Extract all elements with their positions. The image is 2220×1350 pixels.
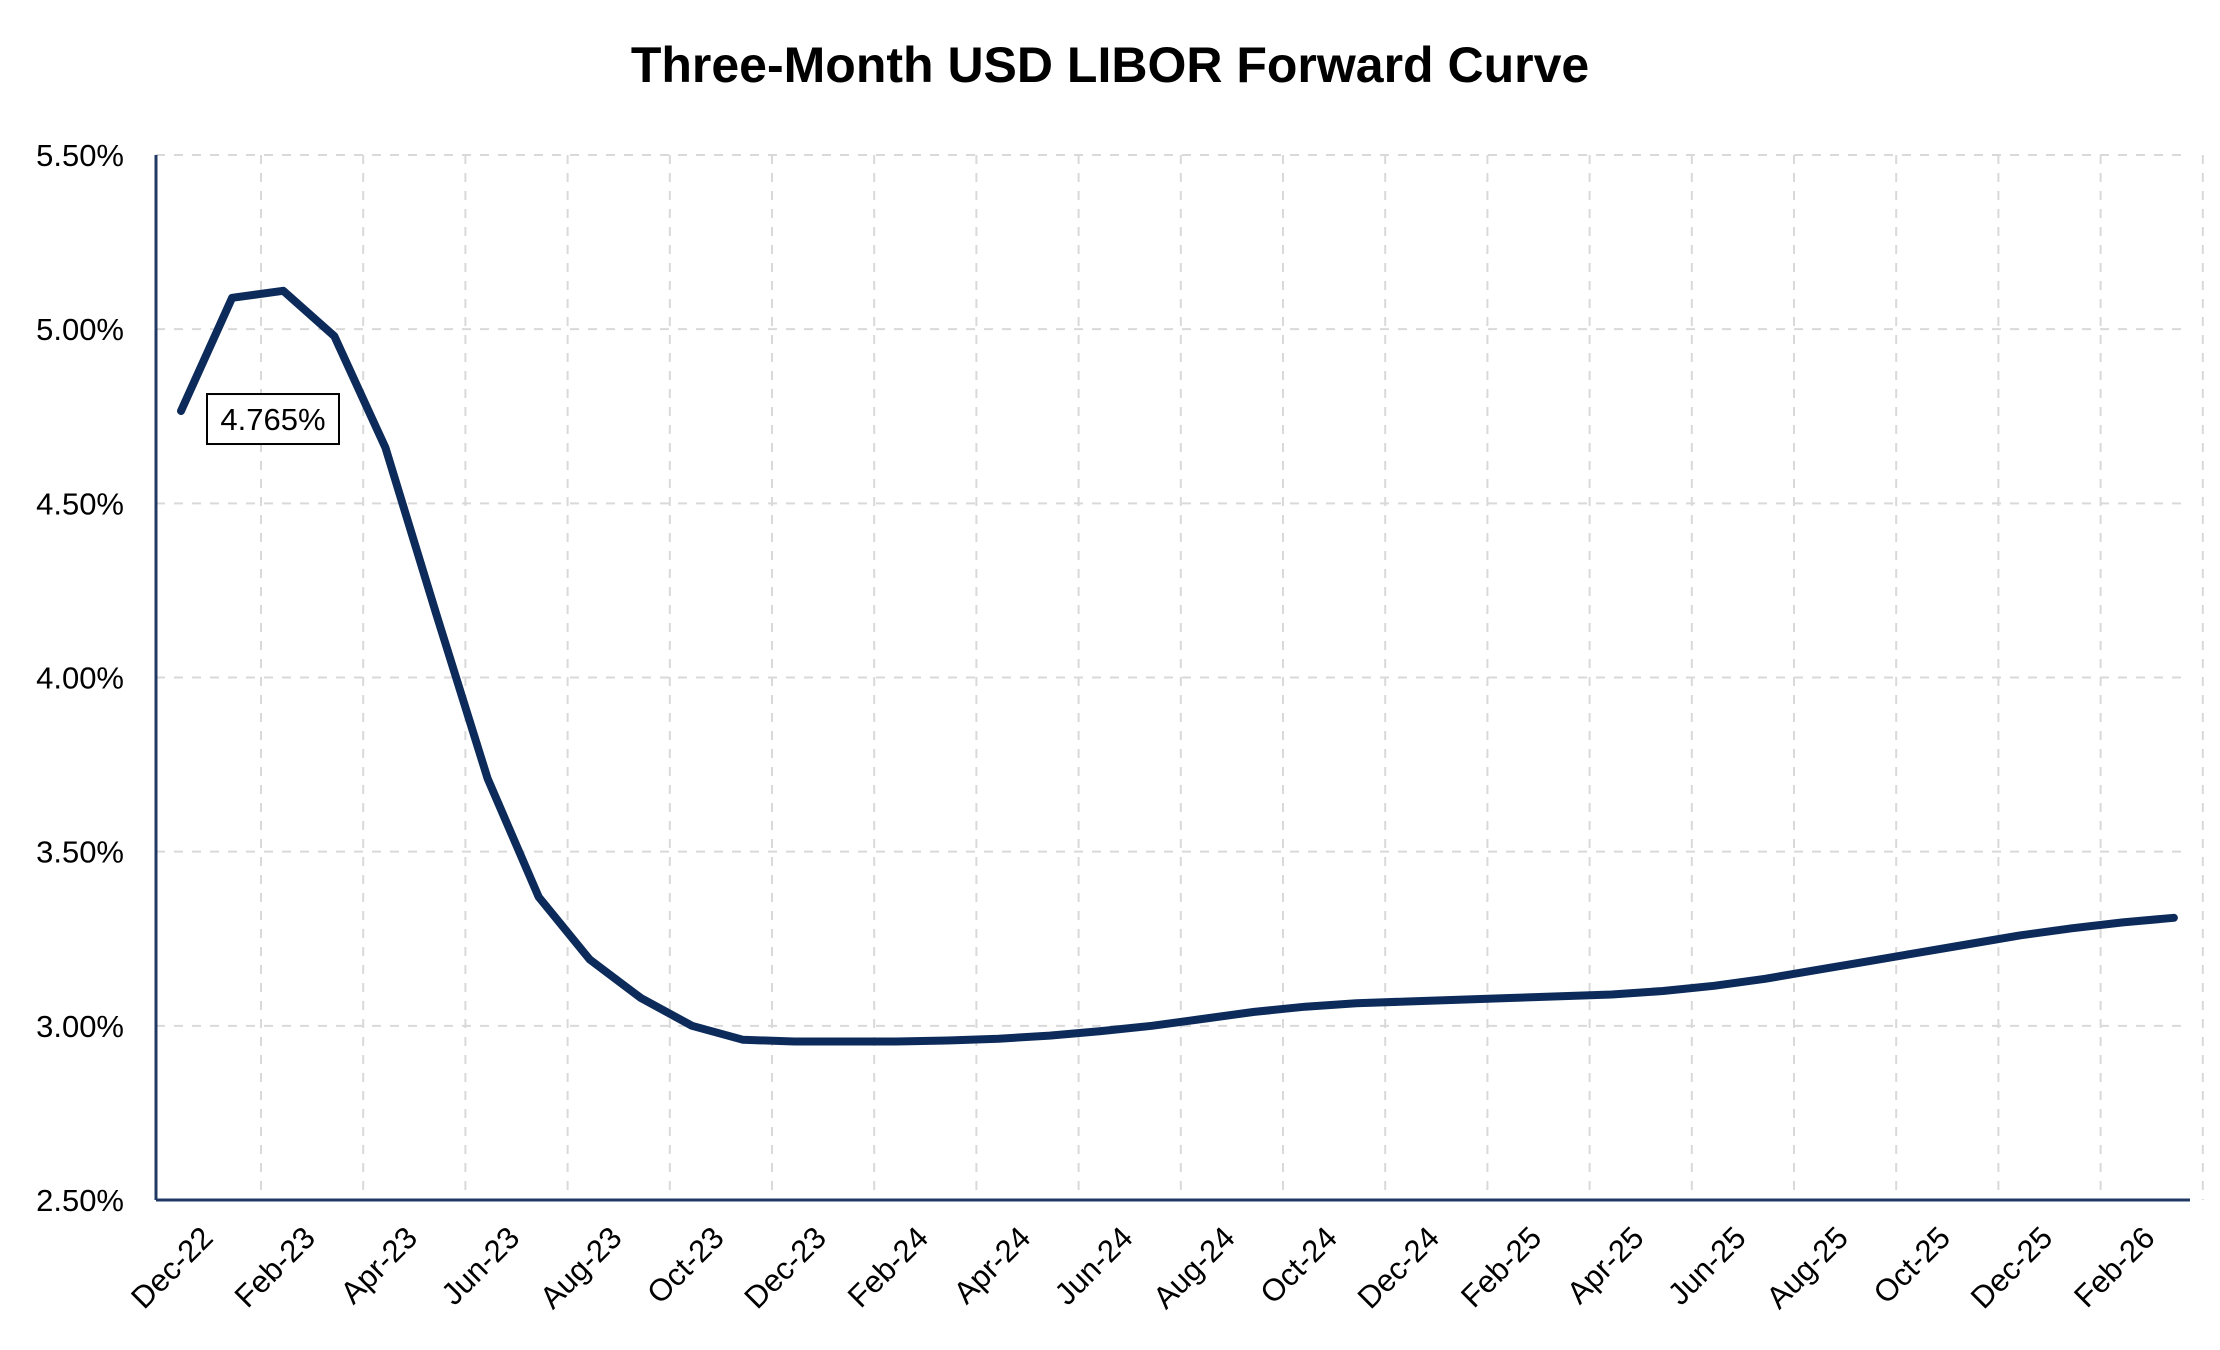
x-tick-label: Feb-25 — [1454, 1220, 1548, 1314]
x-tick-label: Feb-26 — [2067, 1220, 2161, 1314]
y-tick-label: 3.00% — [36, 1009, 124, 1044]
x-tick-label: Jun-23 — [434, 1220, 526, 1312]
x-tick-label: Feb-24 — [841, 1220, 935, 1314]
x-tick-label: Feb-23 — [228, 1220, 322, 1314]
x-tick-label: Apr-25 — [1560, 1220, 1651, 1311]
annotation-box — [206, 393, 340, 446]
x-tick-label: Oct-25 — [1867, 1220, 1958, 1311]
x-tick-label: Dec-22 — [124, 1220, 219, 1315]
x-tick-label: Aug-24 — [1146, 1220, 1241, 1315]
y-tick-label: 2.50% — [36, 1183, 124, 1218]
x-tick-label: Aug-23 — [533, 1220, 628, 1315]
x-tick-label: Apr-24 — [947, 1220, 1038, 1311]
series-layer — [177, 286, 2178, 1046]
forward-curve-line — [177, 286, 2178, 1046]
y-tick-label: 5.00% — [36, 312, 124, 347]
x-tick-label: Dec-25 — [1964, 1220, 2059, 1315]
x-tick-label: Dec-24 — [1351, 1220, 1446, 1315]
axis-layer: 2.50% 3.00% 3.50% 4.00% 4.50% 5.00% 5.50% Dec-2… — [36, 138, 2190, 1315]
x-tick-label: Apr-23 — [334, 1220, 425, 1311]
y-tick-label: 3.50% — [36, 835, 124, 870]
x-tick-label: Oct-24 — [1253, 1220, 1344, 1311]
y-tick-label: 4.00% — [36, 661, 124, 696]
y-tick-label: 5.50% — [36, 138, 124, 173]
x-tick-label: Aug-25 — [1759, 1220, 1854, 1315]
x-tick-label: Oct-23 — [640, 1220, 731, 1311]
annotation-label: 4.765% — [220, 402, 325, 437]
annotation-layer: 4.765% — [206, 393, 340, 446]
x-tick-label: Dec-23 — [737, 1220, 832, 1315]
grid-layer — [156, 154, 2204, 1200]
y-tick-label: 4.50% — [36, 486, 124, 521]
x-tick-label: Jun-24 — [1048, 1220, 1140, 1312]
x-tick-label: Jun-25 — [1661, 1220, 1753, 1312]
chart-title: Three-Month USD LIBOR Forward Curve — [630, 37, 1590, 93]
